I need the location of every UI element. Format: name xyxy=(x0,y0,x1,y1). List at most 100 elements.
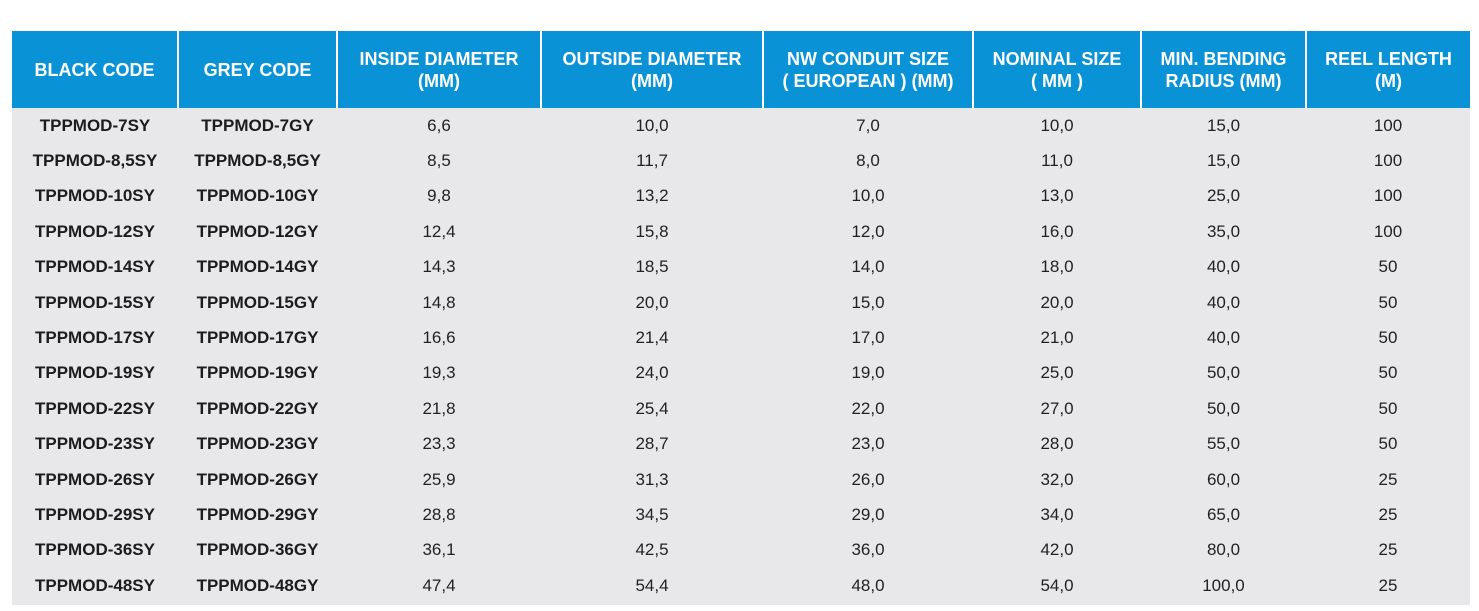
min-bending-radius-cell: 100,0 xyxy=(1202,575,1245,595)
nw-conduit-size-cell: 48,0 xyxy=(851,575,885,595)
black-code-cell: TPPMOD-15SY xyxy=(35,292,155,312)
min-bending-radius-cell: 15,0 xyxy=(1206,115,1241,135)
nw-conduit-size-cell: 22,0 xyxy=(851,398,885,418)
nominal-size-cell: 42,0 xyxy=(1040,540,1074,560)
inside-diameter-cell: 25,9 xyxy=(422,469,456,489)
table-row: TPPMOD-26SY TPPMOD-26GY 25,9 31,3 26,0 32,0 60… xyxy=(12,462,1470,497)
nominal-size-cell: 16,0 xyxy=(1040,221,1074,241)
min-bending-radius-cell: 15,0 xyxy=(1206,151,1241,171)
grey-code-cell: TPPMOD-8,5GY xyxy=(194,151,321,171)
nominal-size-cell: 34,0 xyxy=(1040,504,1074,524)
nw-conduit-size-cell: 12,0 xyxy=(851,221,885,241)
nw-conduit-size-cell: 17,0 xyxy=(851,328,885,348)
nw-conduit-size-cell: 7,0 xyxy=(856,115,880,135)
nominal-size-cell: 54,0 xyxy=(1040,575,1074,595)
grey-code-cell: TPPMOD-36GY xyxy=(196,540,319,560)
min-bending-radius-cell: 60,0 xyxy=(1206,469,1241,489)
header-row: BLACK CODE GREY CODE INSIDE DIAMETER (MM… xyxy=(12,31,1470,108)
inside-diameter-cell: 47,4 xyxy=(422,575,456,595)
specification-table-container: BLACK CODE GREY CODE INSIDE DIAMETER (MM… xyxy=(12,31,1470,605)
grey-code-cell: TPPMOD-12GY xyxy=(196,221,319,241)
header-label: GREY CODE xyxy=(203,59,312,80)
header-grey-code: GREY CODE xyxy=(177,31,337,108)
outside-diameter-cell: 20,0 xyxy=(635,292,669,312)
header-unit: (MM) xyxy=(631,70,673,91)
header-label: NOMINAL SIZE xyxy=(992,48,1122,69)
nw-conduit-size-cell: 29,0 xyxy=(851,504,885,524)
nw-conduit-size-cell: 23,0 xyxy=(851,434,885,454)
nw-conduit-size-cell: 8,0 xyxy=(856,151,880,171)
nominal-size-cell: 28,0 xyxy=(1040,434,1074,454)
reel-length-cell: 100 xyxy=(1373,186,1403,206)
header-min-bending-radius: MIN. BENDING RADIUS (MM) xyxy=(1140,31,1306,108)
reel-length-cell: 25 xyxy=(1378,504,1398,524)
black-code-cell: TPPMOD-23SY xyxy=(35,434,155,454)
black-code-cell: TPPMOD-26SY xyxy=(35,469,155,489)
nominal-size-cell: 27,0 xyxy=(1040,398,1074,418)
header-unit: RADIUS (MM) xyxy=(1165,70,1282,91)
grey-code-cell: TPPMOD-29GY xyxy=(196,504,319,524)
nominal-size-cell: 20,0 xyxy=(1040,292,1074,312)
table-row: TPPMOD-14SY TPPMOD-14GY 14,3 18,5 14,0 18,0 40… xyxy=(12,250,1470,285)
outside-diameter-cell: 31,3 xyxy=(635,469,669,489)
header-label: BLACK CODE xyxy=(34,59,155,80)
specification-table: BLACK CODE GREY CODE INSIDE DIAMETER (MM… xyxy=(12,31,1470,603)
reel-length-cell: 50 xyxy=(1378,434,1398,454)
header-unit: (MM) xyxy=(418,70,460,91)
nw-conduit-size-cell: 14,0 xyxy=(851,257,885,277)
reel-length-cell: 100 xyxy=(1373,151,1403,171)
black-code-cell: TPPMOD-48SY xyxy=(35,575,155,595)
min-bending-radius-cell: 50,0 xyxy=(1206,363,1241,383)
inside-diameter-cell: 36,1 xyxy=(422,540,456,560)
header-black-code: BLACK CODE xyxy=(12,31,178,108)
header-label: MIN. BENDING xyxy=(1160,48,1287,69)
inside-diameter-cell: 12,4 xyxy=(422,221,456,241)
header-reel-length: REEL LENGTH (M) xyxy=(1305,31,1470,108)
outside-diameter-cell: 11,7 xyxy=(636,151,668,171)
nominal-size-cell: 18,0 xyxy=(1040,257,1074,277)
outside-diameter-cell: 15,8 xyxy=(635,221,669,241)
min-bending-radius-cell: 40,0 xyxy=(1206,292,1241,312)
table-row: TPPMOD-10SY TPPMOD-10GY 9,8 13,2 10,0 13,0 25,… xyxy=(12,179,1470,214)
inside-diameter-cell: 16,6 xyxy=(422,328,456,348)
min-bending-radius-cell: 55,0 xyxy=(1206,434,1241,454)
header-label: NW CONDUIT SIZE xyxy=(787,48,949,69)
outside-diameter-cell: 25,4 xyxy=(635,398,669,418)
reel-length-cell: 25 xyxy=(1378,469,1398,489)
min-bending-radius-cell: 50,0 xyxy=(1206,398,1241,418)
reel-length-cell: 25 xyxy=(1378,575,1398,595)
header-outside-diameter: OUTSIDE DIAMETER (MM) xyxy=(540,31,763,108)
table-row: TPPMOD-19SY TPPMOD-19GY 19,3 24,0 19,0 25,0 50… xyxy=(12,356,1470,391)
grey-code-cell: TPPMOD-26GY xyxy=(196,469,319,489)
header-unit: ( MM ) xyxy=(1031,70,1083,91)
black-code-cell: TPPMOD-8,5SY xyxy=(32,151,158,171)
grey-code-cell: TPPMOD-19GY xyxy=(196,363,319,383)
nw-conduit-size-cell: 15,0 xyxy=(851,292,885,312)
grey-code-cell: TPPMOD-7GY xyxy=(201,115,314,135)
table-row: TPPMOD-36SY TPPMOD-36GY 36,1 42,5 36,0 42,0 80… xyxy=(12,533,1470,568)
table-body: TPPMOD-7SY TPPMOD-7GY 6,6 10,0 7,0 10,0 15,0 10… xyxy=(12,108,1470,603)
grey-code-cell: TPPMOD-48GY xyxy=(196,575,319,595)
black-code-cell: TPPMOD-14SY xyxy=(35,257,155,277)
table-row: TPPMOD-8,5SY TPPMOD-8,5GY 8,5 11,7 8,0 11,0 15… xyxy=(12,143,1470,178)
outside-diameter-cell: 34,5 xyxy=(635,504,669,524)
nw-conduit-size-cell: 10,0 xyxy=(851,186,885,206)
outside-diameter-cell: 10,0 xyxy=(635,115,669,135)
grey-code-cell: TPPMOD-17GY xyxy=(196,328,319,348)
reel-length-cell: 100 xyxy=(1373,115,1403,135)
reel-length-cell: 100 xyxy=(1373,221,1403,241)
reel-length-cell: 50 xyxy=(1378,363,1398,383)
header-nw-conduit-size: NW CONDUIT SIZE ( EUROPEAN ) (MM) xyxy=(762,31,973,108)
grey-code-cell: TPPMOD-10GY xyxy=(196,186,319,206)
inside-diameter-cell: 19,3 xyxy=(422,363,456,383)
inside-diameter-cell: 8,5 xyxy=(427,151,451,171)
nominal-size-cell: 11,0 xyxy=(1041,151,1073,171)
inside-diameter-cell: 6,6 xyxy=(427,115,451,135)
reel-length-cell: 50 xyxy=(1378,292,1398,312)
grey-code-cell: TPPMOD-23GY xyxy=(196,434,319,454)
inside-diameter-cell: 9,8 xyxy=(427,186,451,206)
outside-diameter-cell: 21,4 xyxy=(635,328,669,348)
header-label: OUTSIDE DIAMETER xyxy=(562,48,742,69)
grey-code-cell: TPPMOD-14GY xyxy=(196,257,319,277)
header-unit: (M) xyxy=(1375,70,1402,91)
